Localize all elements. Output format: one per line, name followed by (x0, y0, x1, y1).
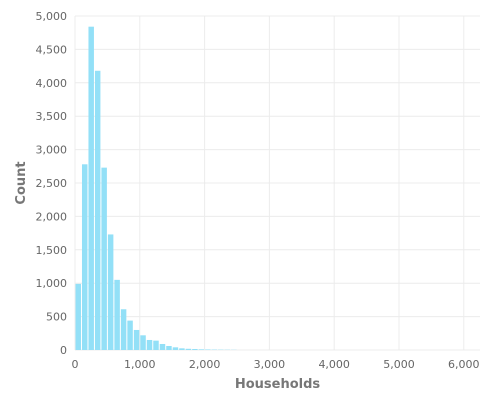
y-tick-label: 2,500 (36, 177, 68, 190)
x-axis-title: Households (235, 377, 321, 392)
histogram-bar (101, 167, 107, 350)
histogram-bar (185, 348, 192, 350)
x-tick-label: 3,000 (254, 358, 286, 371)
x-tick-label: 1,000 (124, 358, 156, 371)
histogram-bar (140, 335, 146, 350)
x-tick-label: 5,000 (383, 358, 415, 371)
histogram-bar (88, 26, 94, 351)
grid (74, 15, 480, 351)
histogram-bar (159, 343, 166, 350)
histogram-bar (94, 70, 101, 350)
x-axis: 0 1,000 2,000 3,000 4,000 5,000 6,000 (72, 358, 480, 371)
histogram-bar (120, 309, 127, 350)
x-tick-label: 6,000 (448, 358, 480, 371)
histogram-bar (179, 348, 185, 350)
y-tick-label: 1,000 (36, 277, 68, 290)
histogram-bar (133, 329, 140, 350)
histogram-bar (172, 347, 179, 350)
y-tick-label: 4,000 (36, 77, 68, 90)
y-axis-title: Count (14, 161, 29, 204)
histogram-bar (107, 234, 114, 350)
y-tick-label: 3,500 (36, 110, 68, 123)
x-tick-label: 0 (72, 358, 79, 371)
y-axis: 0 500 1,000 1,500 2,000 2,500 3,000 3,500 4,000 4… (36, 10, 68, 357)
histogram-bar (166, 345, 172, 350)
y-tick-label: 3,000 (36, 144, 68, 157)
histogram-bar (192, 348, 198, 350)
bars (75, 26, 237, 351)
y-tick-label: 0 (60, 344, 67, 357)
histogram-bar (127, 320, 133, 350)
histogram-bar (198, 349, 205, 350)
histogram-bar (205, 349, 211, 350)
histogram-bar (114, 279, 120, 350)
x-tick-label: 2,000 (189, 358, 221, 371)
y-tick-label: 5,000 (36, 10, 68, 23)
histogram-bar (146, 339, 153, 350)
y-tick-label: 1,500 (36, 244, 68, 257)
histogram-bar (75, 283, 81, 350)
y-tick-label: 4,500 (36, 43, 68, 56)
x-tick-label: 4,000 (318, 358, 350, 371)
histogram-bar (153, 340, 159, 350)
y-tick-label: 500 (46, 311, 67, 324)
histogram-bar (81, 164, 88, 350)
y-tick-label: 2,000 (36, 210, 68, 223)
